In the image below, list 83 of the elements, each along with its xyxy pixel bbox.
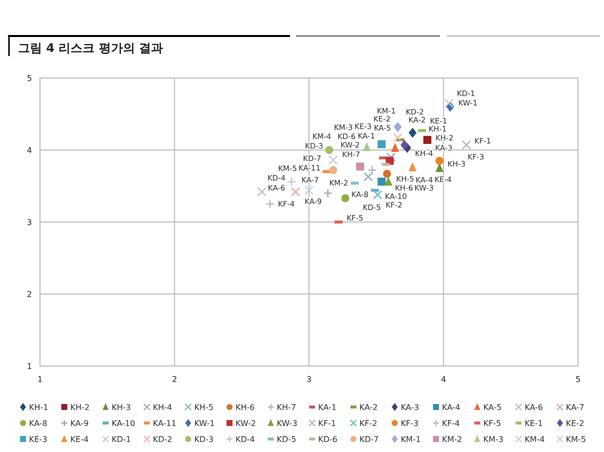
point xyxy=(362,142,371,152)
point xyxy=(386,152,396,162)
point xyxy=(290,187,300,196)
point xyxy=(393,133,402,142)
point xyxy=(323,188,332,198)
legend-label: KF-5 xyxy=(483,419,502,428)
point xyxy=(372,190,382,200)
point xyxy=(408,162,417,172)
point xyxy=(286,177,296,186)
point xyxy=(325,146,334,154)
point xyxy=(304,186,314,195)
point xyxy=(378,140,386,148)
legend-label: KM-2 xyxy=(442,435,462,444)
x-tick-label: 4 xyxy=(440,375,446,384)
legend-label: KA-7 xyxy=(566,403,584,412)
point xyxy=(423,136,432,144)
point xyxy=(384,176,392,186)
legend-label: KM-5 xyxy=(566,435,586,444)
point xyxy=(383,170,392,178)
point xyxy=(391,142,400,152)
legend-label: KD-7 xyxy=(359,435,379,444)
point xyxy=(408,128,417,138)
y-tick-label: 4 xyxy=(26,146,32,155)
legend-label: KM-1 xyxy=(400,435,421,444)
point xyxy=(435,156,444,165)
legend-label: KM-3 xyxy=(483,435,504,444)
legend-label: KH-7 xyxy=(276,403,296,412)
point xyxy=(400,140,408,150)
legend-label: KA-1 xyxy=(318,403,336,412)
point xyxy=(341,194,350,202)
y-tick-label: 5 xyxy=(26,74,32,83)
legend-label: KA-10 xyxy=(112,419,136,428)
legend-label: KM-4 xyxy=(524,435,545,444)
legend-label: KF-1 xyxy=(318,419,336,428)
legend-label: KD-1 xyxy=(112,435,131,444)
legend-label: KH-4 xyxy=(152,403,172,412)
legend-label: KE-2 xyxy=(566,419,584,428)
legend-label: KA-8 xyxy=(29,419,48,428)
x-tick-label: 1 xyxy=(37,375,43,384)
point xyxy=(364,172,373,182)
point xyxy=(265,199,275,209)
point xyxy=(356,162,364,171)
point xyxy=(394,122,402,132)
legend-label: KH-2 xyxy=(70,403,90,412)
legend-label: KH-3 xyxy=(112,403,131,412)
x-tick-label: 2 xyxy=(172,375,178,384)
legend-label: KD-5 xyxy=(276,435,296,444)
legend-label: KA-6 xyxy=(524,403,543,412)
legend-label: KD-6 xyxy=(318,435,338,444)
legend-label: KW-1 xyxy=(194,419,215,428)
legend-label: KA-2 xyxy=(359,403,378,412)
legend-label: KW-3 xyxy=(276,419,298,428)
point xyxy=(329,166,338,174)
point xyxy=(444,98,454,108)
legend-label: KA-4 xyxy=(442,403,460,412)
x-tick-label: 3 xyxy=(306,375,312,384)
y-tick-label: 3 xyxy=(26,218,32,227)
legend-label: KA-5 xyxy=(483,403,502,412)
legend-label: KA-3 xyxy=(400,403,420,412)
legend-label: KH-1 xyxy=(29,403,48,412)
legend-label: KE-3 xyxy=(29,435,48,444)
legend-label: KF-2 xyxy=(359,419,378,428)
x-tick-label: 5 xyxy=(575,375,581,384)
legend-label: KA-9 xyxy=(70,419,89,428)
point xyxy=(368,166,377,175)
point xyxy=(462,140,471,150)
point xyxy=(257,187,267,196)
legend-label: KH-5 xyxy=(194,403,214,412)
legend-label: KD-4 xyxy=(236,435,255,444)
legend-label: KE-1 xyxy=(524,419,543,428)
y-tick-label: 2 xyxy=(26,290,32,299)
legend-label: KD-2 xyxy=(152,435,172,444)
y-tick-label: 1 xyxy=(26,362,32,371)
chart-title: 그림 4 리스크 평가의 결과 xyxy=(18,41,164,55)
point xyxy=(328,155,338,165)
legend-label: KH-6 xyxy=(236,403,255,412)
legend-label: KF-4 xyxy=(442,419,460,428)
legend-label: KA-11 xyxy=(152,419,176,428)
legend-label: KF-3 xyxy=(400,419,419,428)
legend-label: KD-3 xyxy=(194,435,214,444)
legend-label: KW-2 xyxy=(236,419,256,428)
point xyxy=(378,178,386,186)
legend-label: KE-4 xyxy=(70,435,89,444)
